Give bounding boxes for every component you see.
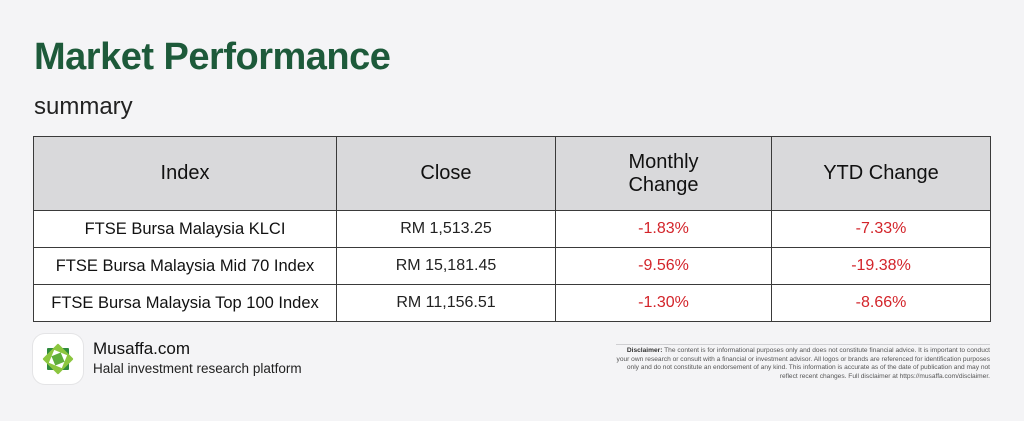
- column-header-close: Close: [336, 136, 556, 211]
- page-title: Market Performance: [34, 36, 391, 78]
- disclaimer-text: The content is for informational purpose…: [616, 347, 990, 381]
- monthly-change-cell: -1.30%: [555, 284, 772, 322]
- disclaimer-label: Disclaimer:: [626, 347, 663, 354]
- column-header-index: Index: [33, 136, 337, 211]
- index-name-cell: FTSE Bursa Malaysia Mid 70 Index: [33, 247, 337, 285]
- market-performance-table: Index Close Monthly Change YTD Change FT…: [33, 136, 991, 322]
- close-cell: RM 15,181.45: [336, 247, 556, 285]
- index-name-cell: FTSE Bursa Malaysia KLCI: [33, 210, 337, 248]
- disclaimer: Disclaimer: The content is for informati…: [616, 344, 990, 382]
- ytd-change-cell: -8.66%: [771, 284, 991, 322]
- column-header-monthly-change-label: Monthly Change: [628, 150, 699, 196]
- monthly-change-cell: -9.56%: [555, 247, 772, 285]
- index-name-cell: FTSE Bursa Malaysia Top 100 Index: [33, 284, 337, 322]
- musaffa-star-logo-icon: [33, 334, 83, 384]
- table-row: FTSE Bursa Malaysia KLCI RM 1,513.25 -1.…: [33, 210, 991, 248]
- brand-name: Musaffa.com: [93, 339, 191, 359]
- close-cell: RM 1,513.25: [336, 210, 556, 248]
- page-subtitle: summary: [34, 93, 133, 120]
- brand-tagline: Halal investment research platform: [93, 360, 302, 376]
- ytd-change-cell: -19.38%: [771, 247, 991, 285]
- table-row: FTSE Bursa Malaysia Top 100 Index RM 11,…: [33, 284, 991, 322]
- close-cell: RM 11,156.51: [336, 284, 556, 322]
- column-header-monthly-change: Monthly Change: [555, 136, 772, 211]
- brand-block: Musaffa.com Halal investment research pl…: [33, 334, 302, 384]
- table-header-row: Index Close Monthly Change YTD Change: [33, 136, 991, 211]
- monthly-change-cell: -1.83%: [555, 210, 772, 248]
- column-header-ytd-change: YTD Change: [771, 136, 991, 211]
- table-row: FTSE Bursa Malaysia Mid 70 Index RM 15,1…: [33, 247, 991, 285]
- ytd-change-cell: -7.33%: [771, 210, 991, 248]
